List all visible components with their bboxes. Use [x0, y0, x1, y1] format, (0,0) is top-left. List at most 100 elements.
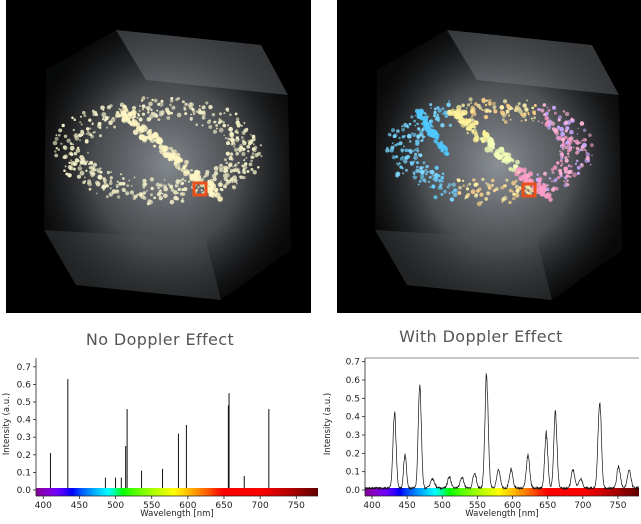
particle — [230, 142, 234, 146]
particle — [548, 197, 553, 202]
particle — [109, 187, 112, 190]
particle — [551, 171, 555, 175]
particle — [69, 142, 73, 146]
particle — [401, 167, 404, 170]
particle — [396, 162, 399, 165]
particle — [492, 146, 495, 149]
particle — [425, 126, 428, 130]
particle — [236, 182, 238, 185]
particle — [433, 110, 437, 115]
particle — [389, 148, 394, 153]
particle — [484, 103, 488, 107]
particle — [444, 113, 449, 118]
particle — [121, 181, 126, 186]
particle — [516, 166, 521, 172]
x-tick-label: 450 — [71, 501, 88, 511]
particle — [137, 112, 140, 116]
particle — [172, 152, 176, 156]
particle — [224, 137, 228, 140]
particle — [419, 169, 425, 175]
particle — [504, 184, 507, 187]
particle — [426, 127, 432, 134]
particle — [484, 146, 491, 153]
particle — [434, 175, 439, 180]
particle — [473, 182, 478, 187]
particle — [416, 134, 421, 139]
particle — [86, 160, 89, 163]
particle — [529, 179, 533, 182]
particle — [422, 115, 429, 122]
particle — [207, 179, 211, 183]
particle — [580, 146, 586, 152]
particle — [591, 154, 593, 157]
particle — [413, 119, 416, 123]
particle — [102, 177, 106, 181]
particle — [64, 165, 67, 168]
particle — [97, 121, 102, 126]
particle — [541, 121, 544, 125]
selection-marker — [521, 182, 537, 198]
particle — [145, 106, 149, 110]
particle — [466, 131, 469, 135]
particle — [216, 127, 218, 130]
particle — [95, 180, 100, 185]
particle — [419, 129, 424, 134]
particle — [514, 192, 520, 198]
x-tick-label: 550 — [469, 501, 486, 511]
particle — [118, 108, 121, 110]
particle — [97, 174, 103, 180]
particle — [257, 151, 261, 156]
particle — [531, 106, 534, 110]
particle — [94, 112, 98, 115]
particle — [170, 111, 173, 115]
particle — [163, 186, 168, 192]
volume-render-with-doppler — [337, 0, 641, 313]
particle — [394, 143, 397, 146]
particle — [431, 174, 434, 177]
particle — [554, 165, 556, 168]
particle — [208, 104, 213, 110]
particle — [554, 127, 559, 132]
particle — [201, 110, 206, 114]
particle — [228, 126, 234, 132]
particle — [501, 152, 504, 155]
particle — [227, 179, 232, 184]
particle — [404, 168, 408, 172]
particle — [419, 166, 423, 170]
particle — [88, 118, 92, 122]
particle — [574, 162, 577, 165]
particle — [241, 130, 246, 135]
particle — [245, 127, 249, 131]
particle — [242, 147, 246, 151]
wavelength-color-strip — [365, 488, 639, 496]
particle — [428, 180, 431, 183]
particle — [140, 99, 144, 102]
particle — [151, 136, 154, 139]
particle — [98, 126, 102, 129]
particle — [243, 159, 246, 162]
particle — [446, 102, 451, 108]
particle — [257, 166, 260, 169]
particle — [412, 175, 415, 178]
particle — [545, 187, 550, 192]
particle — [213, 170, 219, 176]
particle — [142, 191, 146, 195]
particle — [517, 102, 521, 106]
particle — [468, 119, 472, 123]
particle — [429, 169, 435, 175]
particle — [462, 184, 465, 187]
particle — [506, 104, 511, 109]
particle — [139, 105, 141, 107]
spectrum-chart-no-doppler-svg: 0.0 0.1 0.2 0.3 0.4 0.5 0.6 0.7 400 450 500 550 600 6… — [2, 358, 318, 519]
particle — [219, 112, 222, 116]
particle — [171, 105, 176, 110]
particle — [474, 134, 477, 137]
particle — [79, 121, 82, 124]
particle — [398, 162, 401, 165]
particle — [182, 179, 184, 181]
particle — [205, 170, 210, 174]
particle — [426, 171, 429, 174]
particle — [120, 104, 122, 107]
particle — [434, 165, 439, 170]
particle — [402, 172, 405, 175]
